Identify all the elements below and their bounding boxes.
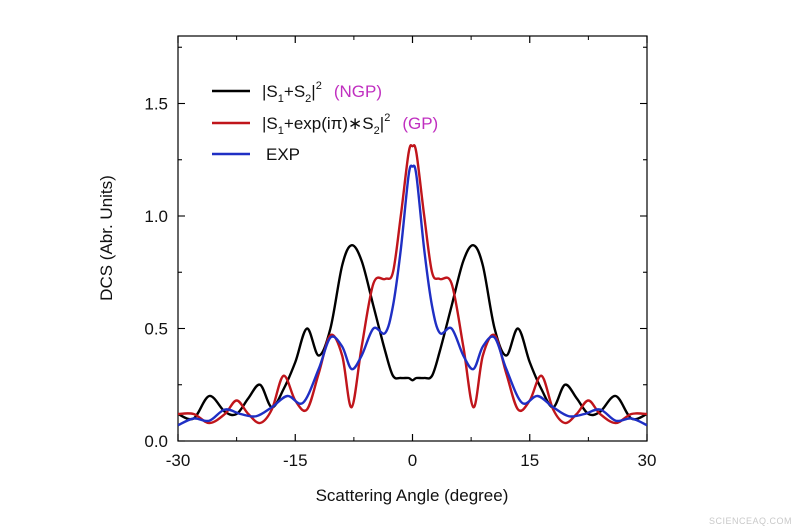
legend: |S1+S2|2 (NGP) |S1+exp(iπ)∗S2|2 (GP) EXP xyxy=(212,80,438,164)
legend-label: |S1+S2|2 (NGP) xyxy=(262,80,382,105)
series-line-3 xyxy=(178,164,647,427)
series-layer xyxy=(178,144,647,427)
x-tick-label: 15 xyxy=(520,451,539,470)
y-axis-title: DCS (Abr. Units) xyxy=(97,175,116,301)
series-line-1 xyxy=(178,244,647,421)
legend-label: |S1+exp(iπ)∗S2|2 (GP) xyxy=(262,112,438,137)
y-tick-label: 1.5 xyxy=(144,95,168,114)
x-tick-label: 30 xyxy=(638,451,657,470)
x-axis-title: Scattering Angle (degree) xyxy=(316,486,509,505)
y-tick-label: 0.0 xyxy=(144,432,168,451)
series-line-2 xyxy=(178,144,647,425)
tick-layer xyxy=(177,36,648,442)
y-tick-label: 0.5 xyxy=(144,320,168,339)
x-tick-label: 0 xyxy=(408,451,417,470)
x-tick-label: -30 xyxy=(166,451,191,470)
y-tick-labels: 0.0 0.5 1.0 1.5 xyxy=(144,95,168,452)
watermark: SCIENCEAQ.COM xyxy=(709,516,792,526)
y-tick-label: 1.0 xyxy=(144,207,168,226)
legend-label: EXP xyxy=(266,145,300,164)
x-tick-labels: -30 -15 0 15 30 xyxy=(166,451,657,470)
x-tick-label: -15 xyxy=(283,451,308,470)
